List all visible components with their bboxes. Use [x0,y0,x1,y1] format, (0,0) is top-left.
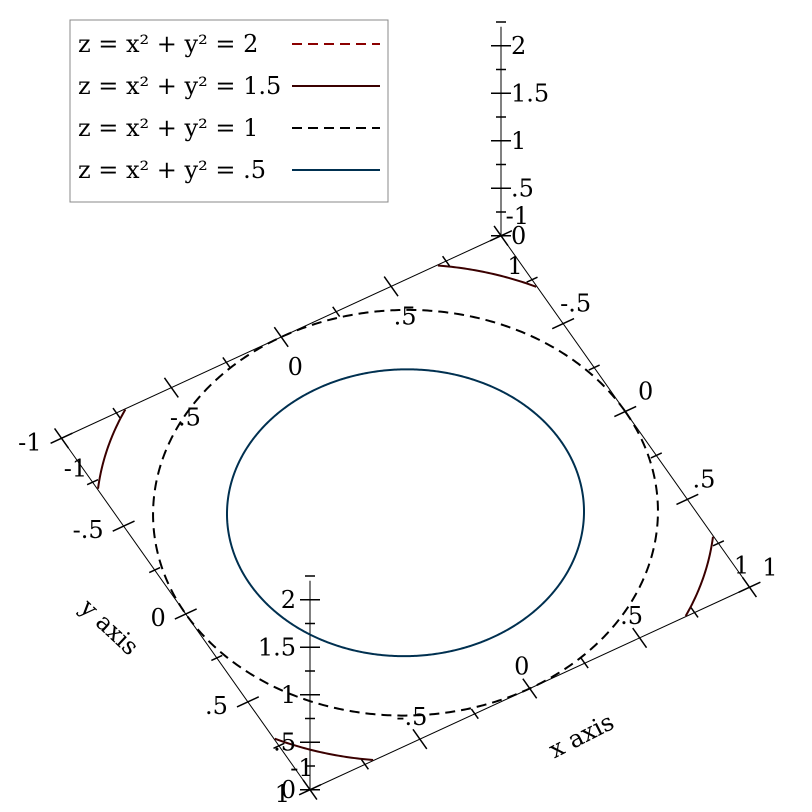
z-tick-label-right: 0 [511,222,526,250]
x-tick-back [412,728,428,750]
z-tick-label-right: 1 [511,127,526,155]
contour-level-0-5 [225,368,586,658]
x-tick-label-back: 0 [514,653,529,681]
x-tick-label-back: -.5 [396,703,427,731]
y-tick-label: -1 [18,428,41,456]
z-tick-label-right: 1.5 [511,79,549,107]
x-tick-back [522,678,538,699]
y-tick-label: -.5 [73,516,104,544]
axis-ticks [50,21,761,800]
legend-box [69,19,389,203]
y-tick-left [50,432,73,444]
x-tick-front [222,356,231,368]
x-tick-front [441,255,451,267]
x-axis-title: x axis [544,708,618,764]
contour-lines [97,264,714,761]
contour-level-1-5 [684,536,714,617]
x-tick-label: -1 [64,454,87,482]
y-tick-right [588,364,600,371]
x-tick-back [632,627,648,649]
legend-label: z = x² + y² = 1 [78,114,258,142]
z-tick-label-right: .5 [511,174,534,202]
y-tick-label: 0 [150,604,165,632]
contour-level-1-5 [97,409,127,489]
x-tick-front [163,377,179,398]
x-tick-front [112,407,121,419]
y-tick-label-right: -1 [506,202,529,230]
x-tick-label: 0 [288,353,303,381]
y-tick-label-right: .5 [692,465,715,493]
y-tick-right [676,493,699,506]
x-tick-label: .5 [394,302,417,330]
x-tick-back [470,708,479,720]
y-tick-right [650,452,663,459]
y-tick-left [236,696,260,708]
z-tick-label-left: .5 [273,728,296,756]
z-tick-label-left: 1 [281,681,296,709]
y-tick-left [174,608,197,620]
contour-level-1-5 [274,737,374,761]
y-axis-title: y axis [74,593,144,661]
z-tick-label-left: 2 [281,586,296,614]
x-tick-label: -.5 [170,404,201,432]
y-tick-right [738,581,761,593]
x-tick-front [273,326,289,348]
x-tick-back [690,607,699,618]
y-tick-left [148,566,161,574]
x-tick-label-back: -1 [290,754,313,782]
legend-label: z = x² + y² = 1.5 [78,72,281,100]
y-tick-right [712,540,725,547]
x-tick-front [383,276,399,297]
y-tick-left [112,520,135,532]
y-tick-label-right: -.5 [560,290,591,318]
y-tick-right [526,276,538,283]
x-tick-label-back: .5 [620,602,643,630]
y-tick-left [211,654,223,662]
x-tick-front [332,306,341,318]
z-tick-label-left: 0 [281,776,296,804]
x-tick-back [360,759,370,770]
y-tick-label-right: 0 [638,378,653,406]
y-tick-label: .5 [205,692,228,720]
x-tick-label: 1 [507,252,522,280]
contour-level-1 [152,308,659,717]
x-tick-label-back: 1 [734,551,749,579]
y-tick-left [273,742,285,750]
contour-level-1-5 [437,264,537,288]
y-tick-right [614,405,637,418]
legend-label: z = x² + y² = 2 [78,30,258,58]
y-tick-label: 1 [275,780,290,808]
z-tick-label-left: 1.5 [258,633,296,661]
y-tick-right [551,317,575,330]
tick-labels: -1-.50.51-1-.50.51-1-.50.51-1-.50.510.51… [18,32,777,808]
y-tick-left [86,478,99,486]
z-tick-label-right: 2 [511,32,526,60]
legend-label: z = x² + y² = .5 [78,156,266,184]
x-tick-back [580,657,589,669]
y-tick-label-right: 1 [762,553,777,581]
legend: z = x² + y² = 2 z = x² + y² = 1.5 z = x² +… [69,19,389,203]
